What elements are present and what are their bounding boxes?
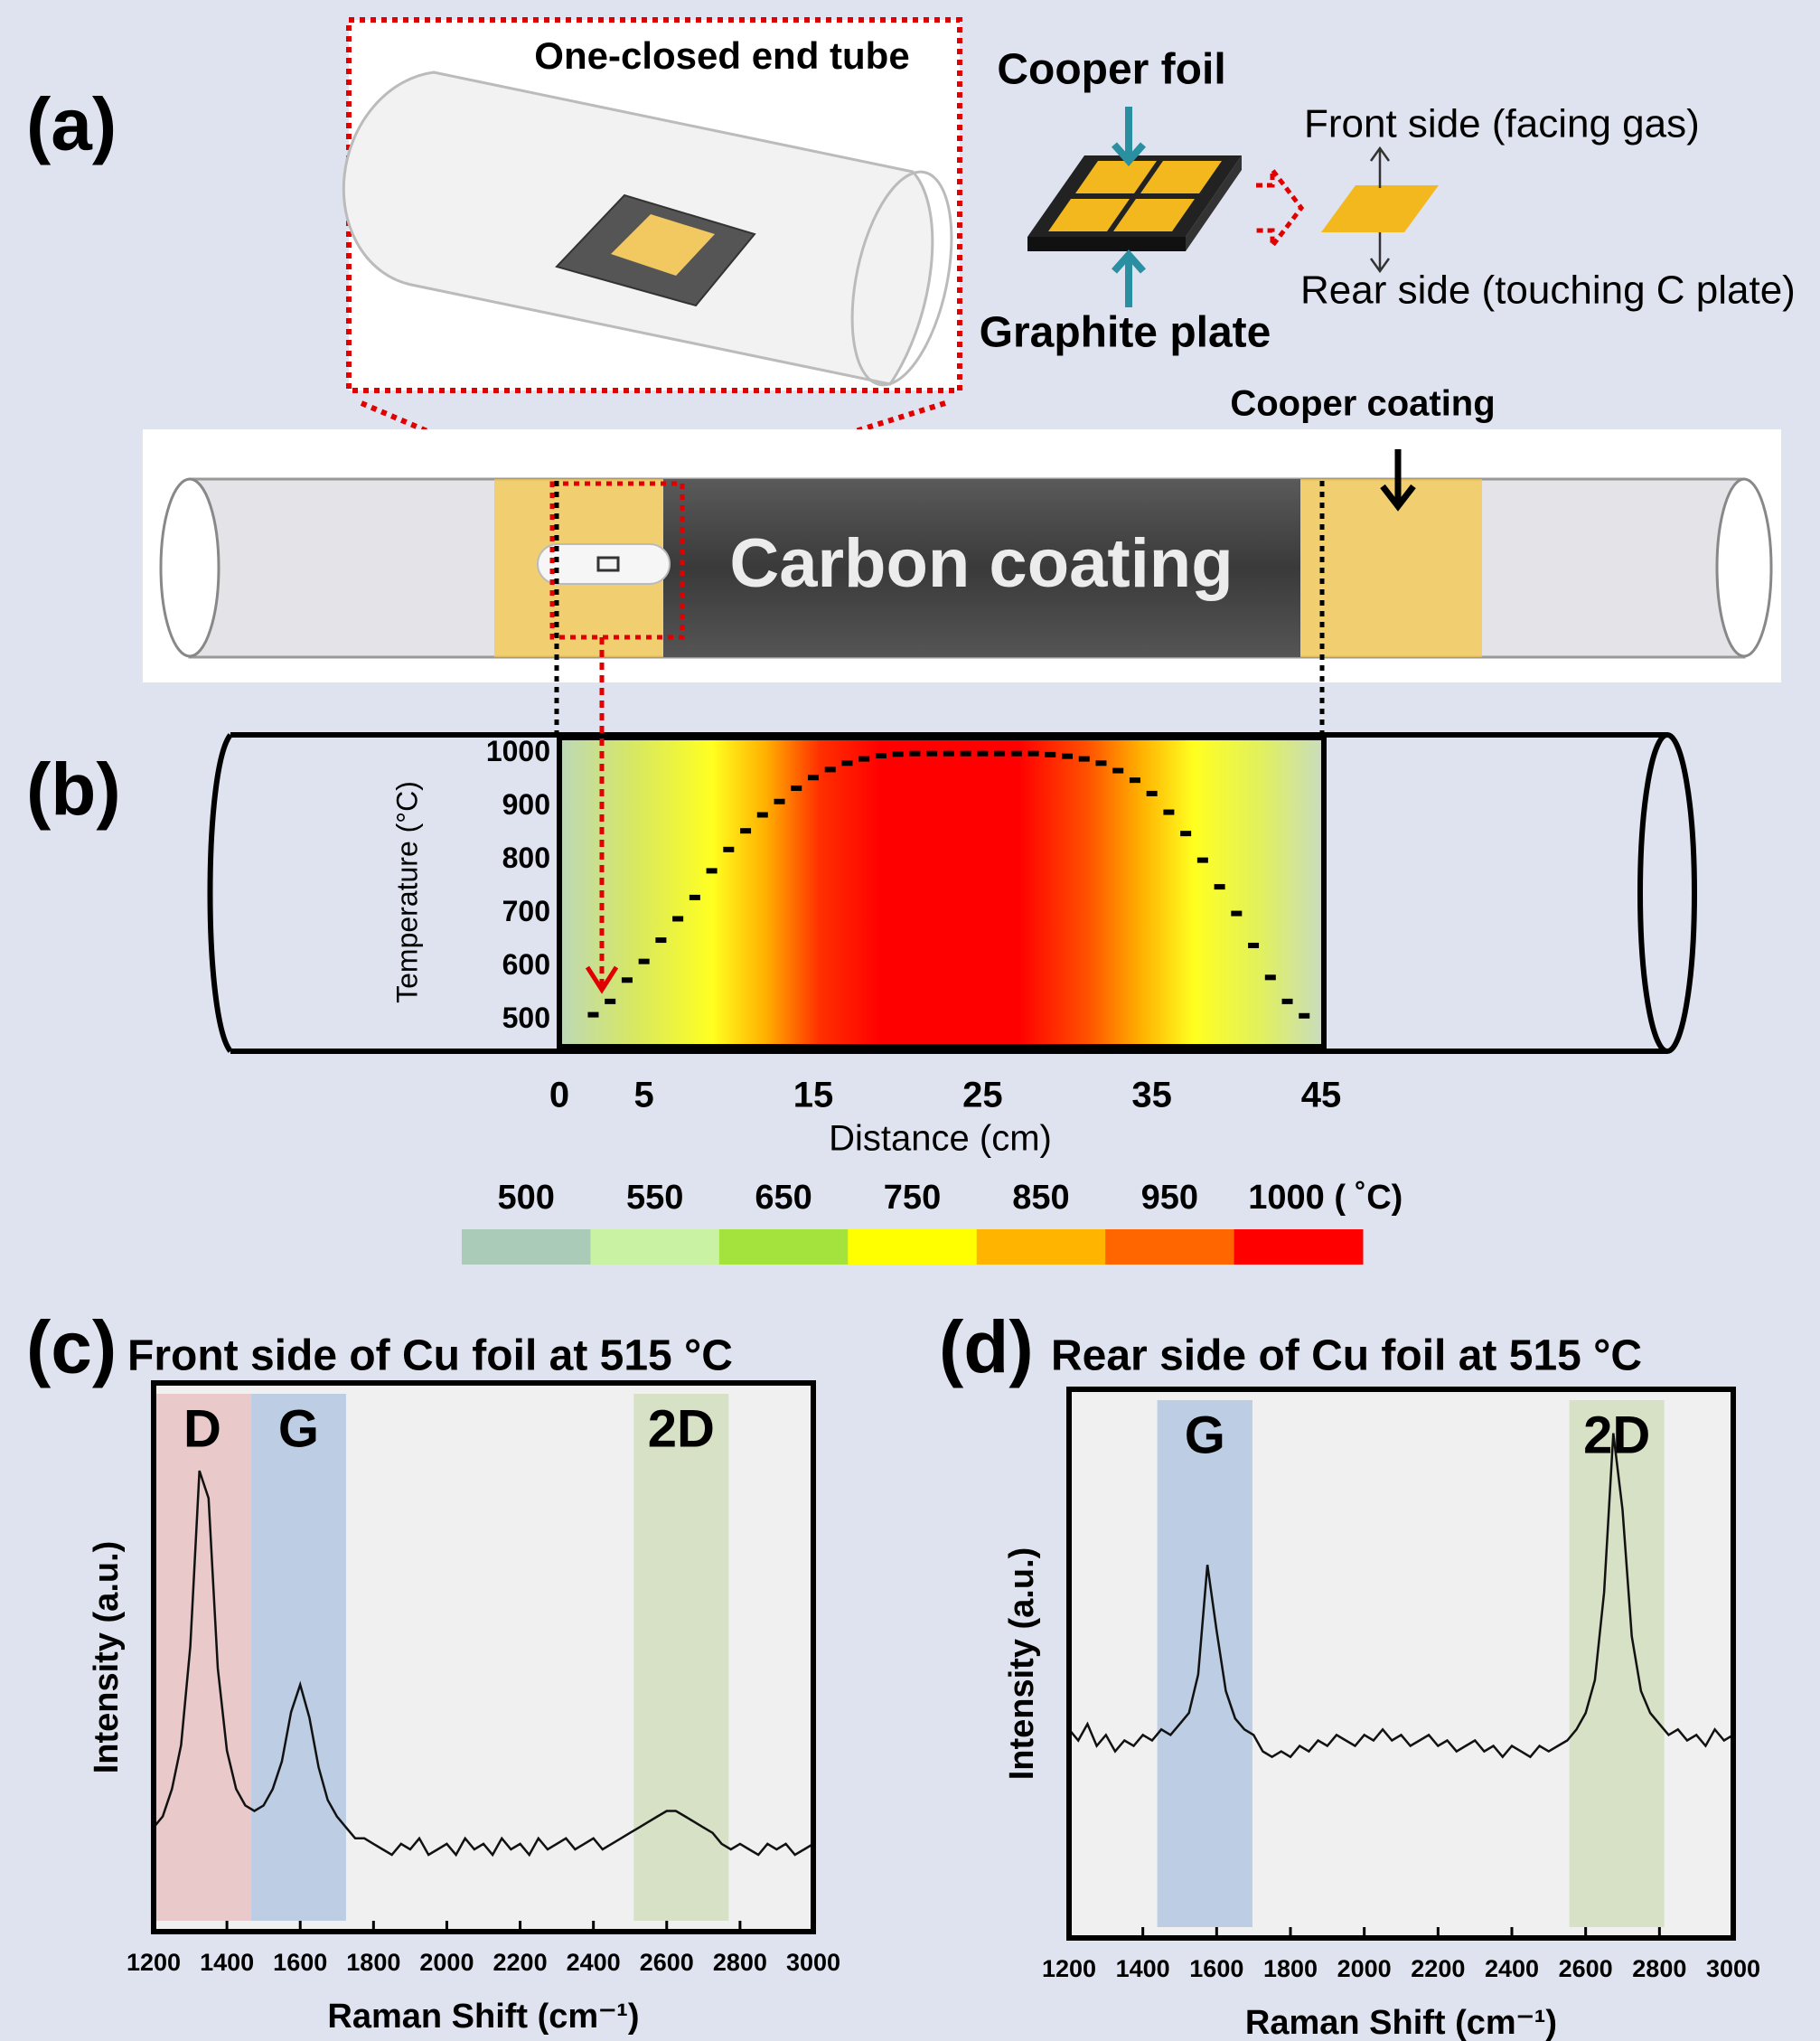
- x-tick-label: 2000: [419, 1949, 474, 1976]
- band-label: G: [278, 1399, 319, 1458]
- x-tick-label: 2200: [493, 1949, 548, 1976]
- x-tick-label: 25: [962, 1076, 1003, 1115]
- x-tick-label: 2800: [713, 1949, 767, 1976]
- figure: (a) One-closed end tube Cooper foil Grap…: [0, 0, 1820, 2041]
- x-tick-label: 1400: [200, 1949, 254, 1976]
- x-tick-label: 2400: [1485, 1955, 1539, 1982]
- x-axis-label: Distance (cm): [829, 1119, 1052, 1159]
- x-tick-label: 0: [549, 1076, 569, 1115]
- x-tick-label: 2600: [1559, 1955, 1613, 1982]
- x-tick-label: 5: [634, 1076, 654, 1115]
- x-tick-label: 2600: [640, 1949, 694, 1976]
- panel-label: (a): [26, 84, 117, 166]
- inset-title: One-closed end tube: [534, 34, 909, 77]
- x-axis-label: Raman Shift (cm⁻¹): [327, 1998, 639, 2036]
- x-tick-label: 1200: [127, 1949, 181, 1976]
- x-tick-label: 45: [1301, 1076, 1342, 1115]
- x-tick-label: 1800: [346, 1949, 400, 1976]
- colorbar-label: 500: [498, 1179, 555, 1217]
- x-tick-label: 2400: [567, 1949, 621, 1976]
- band-label: 2D: [648, 1399, 715, 1458]
- colorbar-label: 750: [884, 1179, 941, 1217]
- y-tick-label: 900: [502, 788, 550, 821]
- x-tick-label: 15: [793, 1076, 834, 1115]
- x-tick-label: 2000: [1337, 1955, 1392, 1982]
- band-label: D: [183, 1399, 221, 1458]
- peak-band: [154, 1394, 251, 1921]
- foil-stack: [1027, 107, 1242, 307]
- x-tick-label: 2200: [1411, 1955, 1465, 1982]
- colorbar-cell: [977, 1229, 1106, 1265]
- peak-band: [1158, 1400, 1252, 1927]
- y-axis-label: Temperature (°C): [390, 781, 423, 1003]
- page: (a) One-closed end tube Cooper foil Grap…: [0, 0, 1820, 2041]
- panel-label: (b): [26, 749, 121, 832]
- y-tick-label: 600: [502, 948, 550, 981]
- arrow: [1256, 170, 1301, 246]
- y-axis-label: Intensity (a.u.): [88, 1541, 126, 1774]
- colorbar-cell: [1105, 1229, 1234, 1265]
- x-tick-label: 3000: [1706, 1955, 1760, 1982]
- band-label: G: [1185, 1406, 1225, 1464]
- x-tick-label: 2800: [1632, 1955, 1686, 1982]
- peak-band: [633, 1394, 728, 1921]
- x-tick-label: 1400: [1116, 1955, 1170, 1982]
- chart-title: Front side of Cu foil at 515 °C: [127, 1332, 733, 1380]
- label: Cooper foil: [997, 46, 1225, 94]
- y-tick-label: 700: [502, 895, 550, 927]
- colorbar-cell: [1234, 1229, 1364, 1265]
- colorbar-label: 1000 ( ˚C): [1248, 1179, 1403, 1217]
- peak-band: [251, 1394, 346, 1921]
- chart-title: Rear side of Cu foil at 515 °C: [1051, 1332, 1642, 1380]
- single-foil: [1321, 148, 1439, 271]
- colorbar-cell: [462, 1229, 591, 1265]
- label: Graphite plate: [980, 309, 1271, 357]
- panel-label: (c): [26, 1307, 117, 1389]
- y-tick-label: 1000: [486, 735, 550, 767]
- y-tick-label: 500: [502, 1002, 550, 1034]
- panel-label: (d): [939, 1307, 1034, 1389]
- x-axis-label: Raman Shift (cm⁻¹): [1245, 2004, 1557, 2041]
- x-tick-label: 35: [1131, 1076, 1172, 1115]
- peak-band: [1570, 1400, 1665, 1927]
- label: Front side (facing gas): [1304, 102, 1700, 146]
- y-axis-label: Intensity (a.u.): [1003, 1547, 1041, 1781]
- colorbar-label: 550: [626, 1179, 683, 1217]
- colorbar-label: 850: [1012, 1179, 1069, 1217]
- x-tick-label: 1800: [1263, 1955, 1318, 1982]
- label: Rear side (touching C plate): [1300, 268, 1796, 313]
- colorbar-label: 650: [755, 1179, 811, 1217]
- x-tick-label: 3000: [786, 1949, 840, 1976]
- colorbar-cell: [719, 1229, 849, 1265]
- label: Cooper coating: [1230, 384, 1495, 424]
- y-tick-label: 800: [502, 842, 550, 874]
- tube-outline: [211, 735, 1695, 1051]
- x-tick-label: 1600: [273, 1949, 327, 1976]
- label: Carbon coating: [729, 525, 1233, 602]
- colorbar-cell: [848, 1229, 977, 1265]
- x-tick-label: 1600: [1189, 1955, 1243, 1982]
- x-tick-label: 1200: [1042, 1955, 1096, 1982]
- colorbar-label: 950: [1141, 1179, 1198, 1217]
- colorbar-cell: [590, 1229, 719, 1265]
